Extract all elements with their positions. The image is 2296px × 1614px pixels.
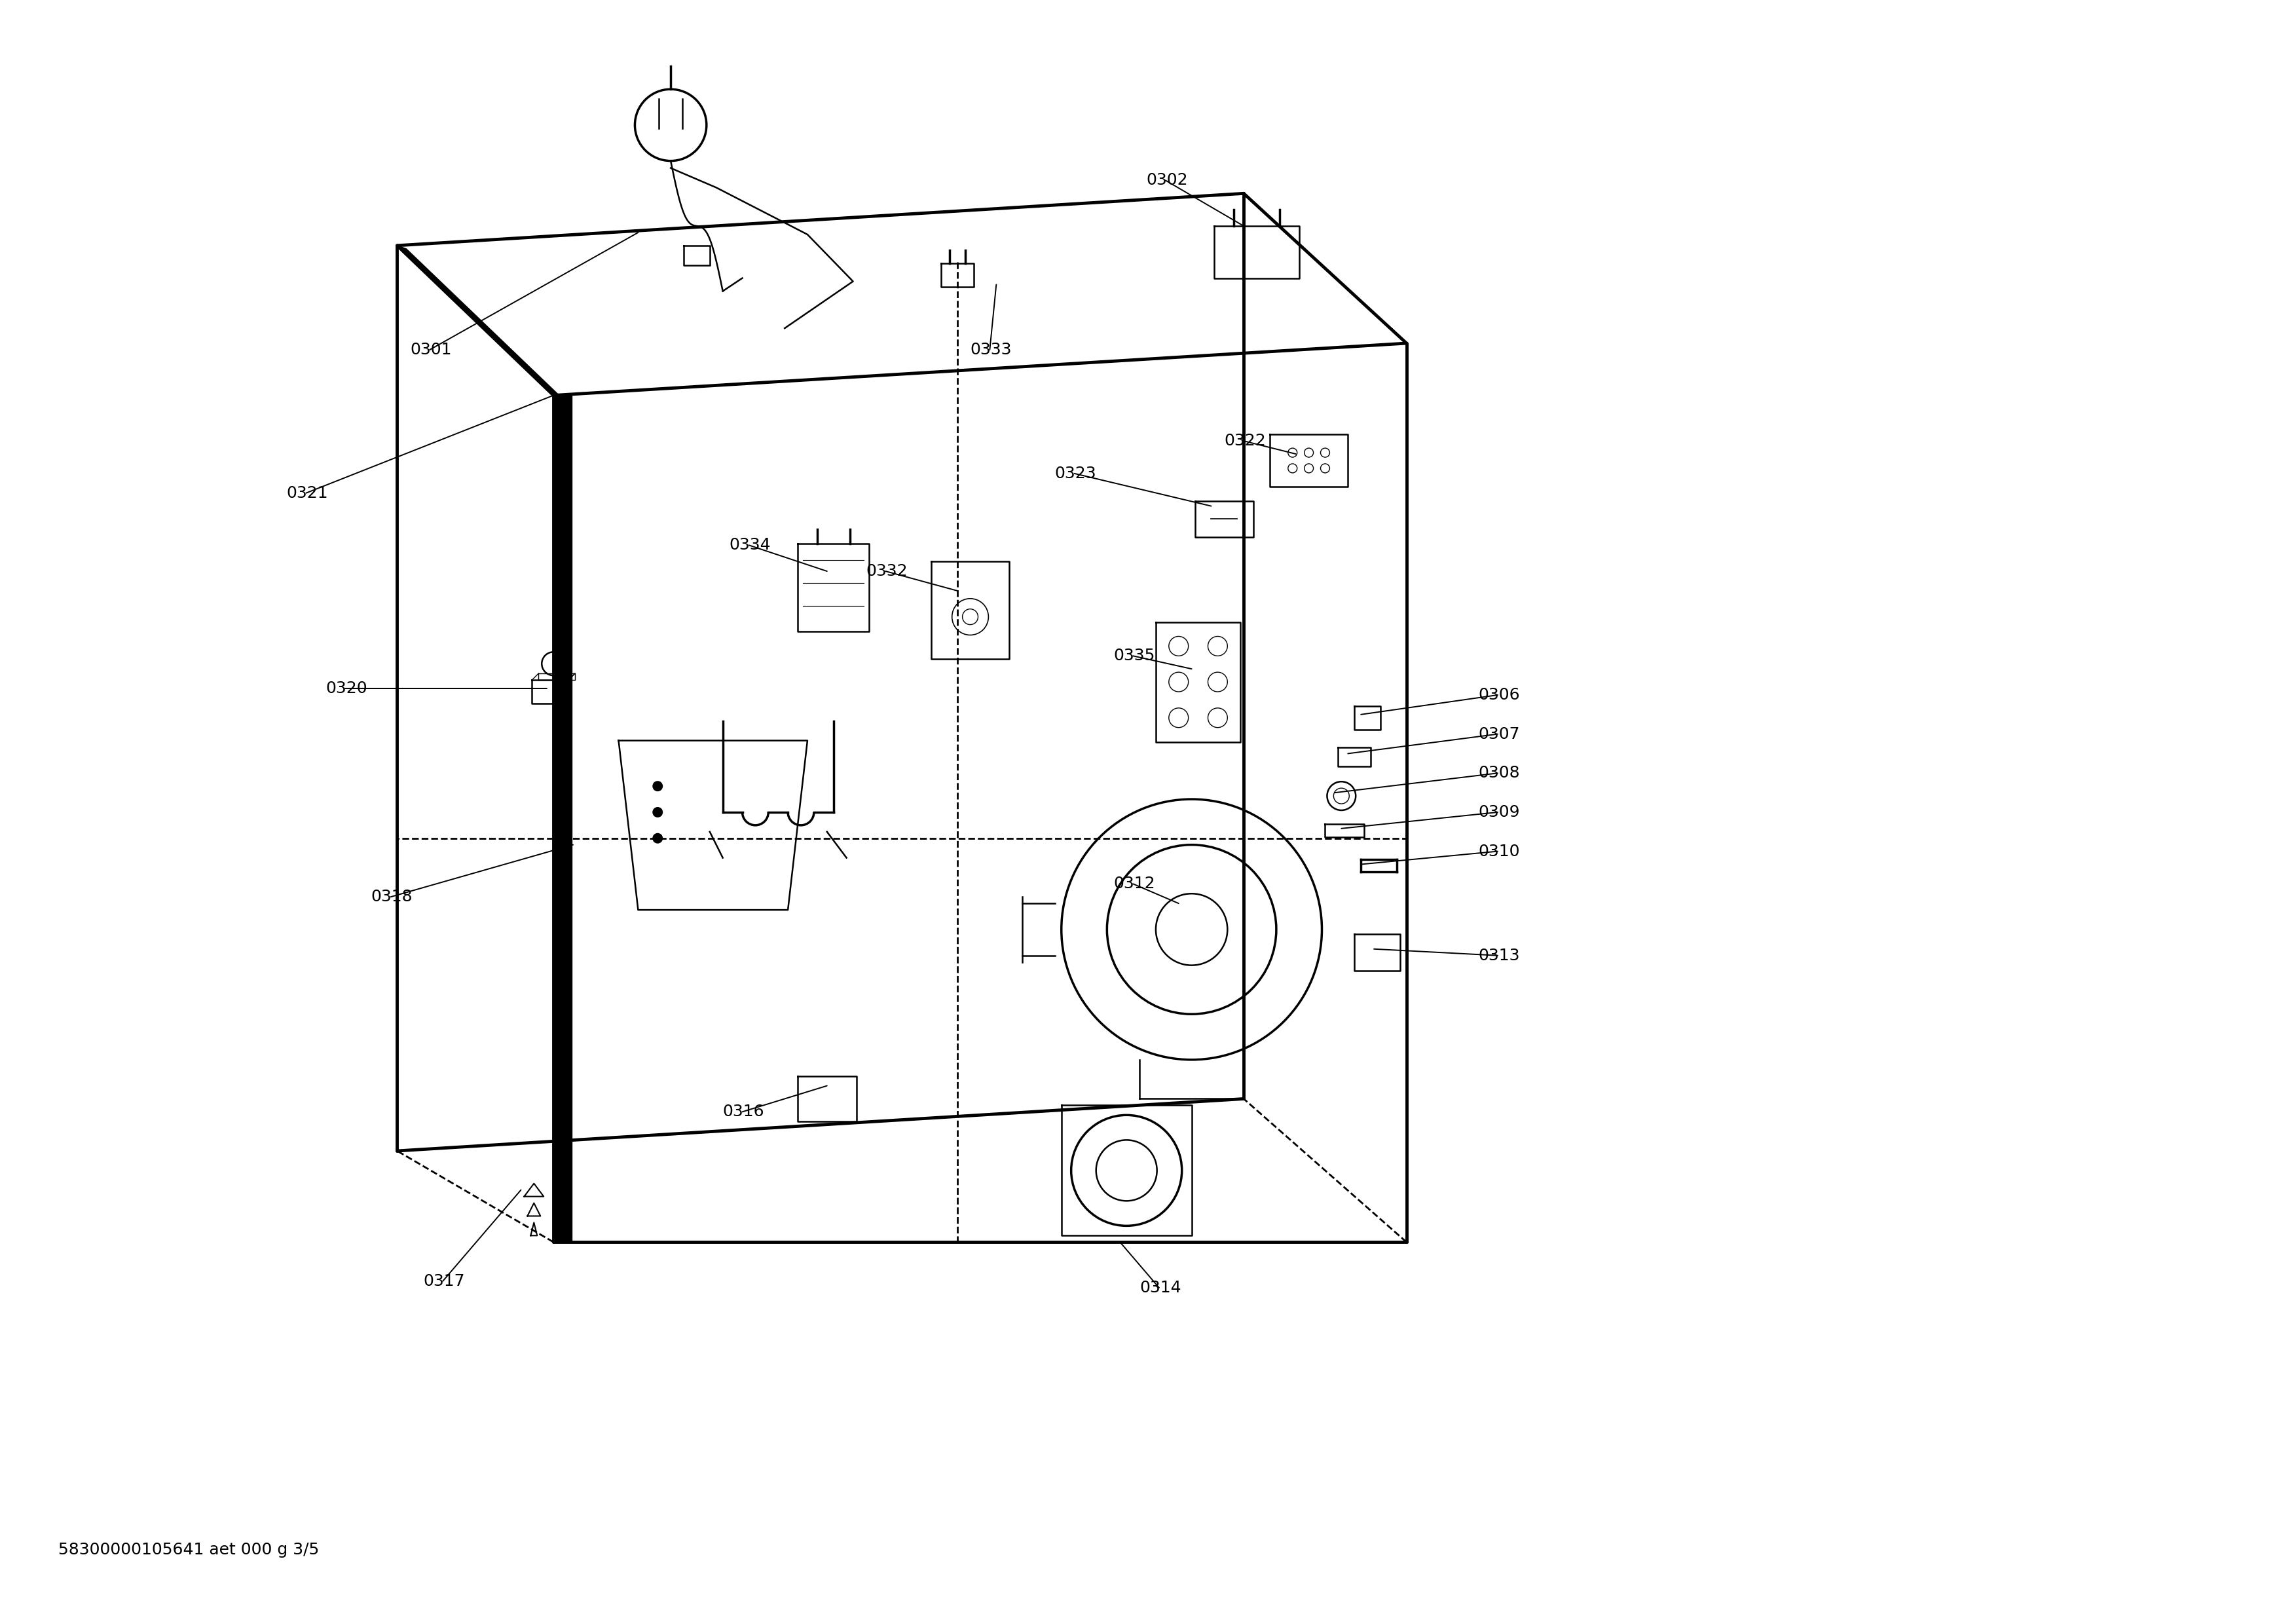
- Text: 0316: 0316: [723, 1104, 765, 1120]
- Text: 0322: 0322: [1224, 433, 1265, 449]
- Circle shape: [652, 833, 664, 844]
- Text: 0333: 0333: [971, 342, 1013, 358]
- Text: 0313: 0313: [1479, 947, 1520, 964]
- Text: 0318: 0318: [372, 889, 413, 905]
- Text: 0306: 0306: [1479, 688, 1520, 702]
- Polygon shape: [553, 395, 572, 1243]
- Text: 0320: 0320: [326, 681, 367, 696]
- Circle shape: [652, 807, 664, 817]
- Text: 0334: 0334: [730, 537, 771, 554]
- Text: 0332: 0332: [866, 563, 907, 579]
- Text: 0321: 0321: [287, 486, 328, 500]
- Text: 0323: 0323: [1054, 466, 1097, 481]
- Text: 58300000105641 aet 000 g 3/5: 58300000105641 aet 000 g 3/5: [60, 1541, 319, 1558]
- Text: 0301: 0301: [411, 342, 452, 358]
- Text: 0335: 0335: [1114, 649, 1155, 663]
- Text: 0312: 0312: [1114, 876, 1155, 891]
- Text: 0314: 0314: [1139, 1280, 1180, 1296]
- Text: 0307: 0307: [1479, 726, 1520, 742]
- Polygon shape: [397, 245, 563, 399]
- Text: 0317: 0317: [422, 1273, 464, 1290]
- Text: 0302: 0302: [1146, 173, 1187, 189]
- Text: 0310: 0310: [1479, 844, 1520, 859]
- Circle shape: [652, 781, 664, 791]
- Text: 0309: 0309: [1479, 804, 1520, 820]
- Text: 0308: 0308: [1479, 765, 1520, 781]
